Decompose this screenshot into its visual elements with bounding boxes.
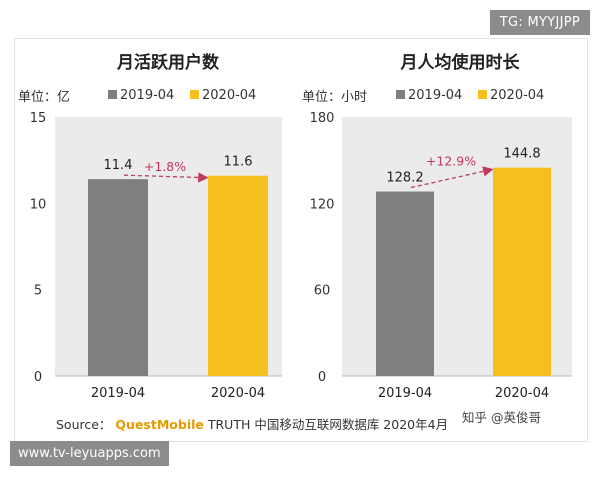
unit-label: 单位：小时 <box>302 90 367 105</box>
legend-label: 2019-04 <box>408 88 462 103</box>
y-tick-label: 5 <box>34 284 42 299</box>
source-prefix: Source： <box>56 417 112 432</box>
x-tick-label: 2020-04 <box>211 386 265 401</box>
legend-swatch <box>108 90 117 99</box>
y-tick-label: 180 <box>310 111 335 126</box>
bar-value-label: 11.6 <box>224 155 253 170</box>
y-tick-label: 15 <box>30 111 47 126</box>
y-tick-label: 10 <box>30 197 47 212</box>
bar <box>88 179 148 376</box>
y-tick-label: 0 <box>34 370 42 385</box>
bar <box>208 175 268 376</box>
legend-swatch <box>396 90 405 99</box>
x-tick-label: 2019-04 <box>378 386 432 401</box>
source-rest: TRUTH 中国移动互联网数据库 2020年4月 <box>207 417 449 432</box>
y-tick-label: 0 <box>318 370 326 385</box>
x-tick-label: 2020-04 <box>495 386 549 401</box>
chart-title: 月活跃用户数 <box>116 52 220 73</box>
legend-label: 2020-04 <box>490 88 544 103</box>
source-note: Source： QuestMobile TRUTH 中国移动互联网数据库 202… <box>56 414 448 433</box>
growth-label: +12.9% <box>426 154 476 169</box>
growth-label: +1.8% <box>144 159 186 174</box>
legend-swatch <box>478 90 487 99</box>
legend-swatch <box>190 90 199 99</box>
legend-label: 2020-04 <box>202 88 256 103</box>
y-tick-label: 60 <box>314 284 331 299</box>
bar-value-label: 144.8 <box>503 147 540 162</box>
watermark-tag: TG: MYYJJPP <box>489 10 590 35</box>
y-tick-label: 120 <box>310 197 335 212</box>
bar-value-label: 128.2 <box>386 171 423 186</box>
source-brand: QuestMobile <box>115 417 204 432</box>
author-credit: 知乎 @英俊哥 <box>462 410 541 425</box>
chart-title: 月人均使用时长 <box>400 52 521 73</box>
watermark-url: www.tv-leyuapps.com <box>10 441 169 466</box>
bar <box>376 191 434 376</box>
bar-value-label: 11.4 <box>104 158 133 173</box>
bar <box>493 167 551 376</box>
unit-label: 单位：亿 <box>18 90 70 105</box>
x-tick-label: 2019-04 <box>91 386 145 401</box>
legend-label: 2019-04 <box>120 88 174 103</box>
